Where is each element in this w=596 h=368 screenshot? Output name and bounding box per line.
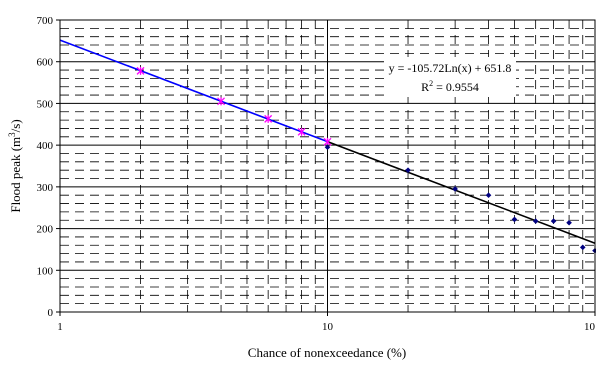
diamond-point bbox=[579, 244, 586, 251]
diamond-point bbox=[405, 167, 411, 173]
trendline-segment bbox=[327, 140, 596, 244]
diamond-point bbox=[532, 218, 539, 224]
diamond-point bbox=[550, 218, 557, 224]
y-tick-label: 200 bbox=[37, 224, 54, 236]
diamond-point bbox=[485, 192, 492, 198]
ticks: 0 100 200 300 400 500 600 700 1 10 10 bbox=[37, 15, 596, 333]
y-tick-label: 500 bbox=[37, 98, 54, 110]
star-point bbox=[217, 97, 226, 106]
equation-box bbox=[384, 57, 516, 97]
y-tick-label: 0 bbox=[48, 307, 54, 319]
trendline-segment bbox=[59, 39, 328, 143]
diamond-point bbox=[452, 186, 458, 192]
diamond-point bbox=[324, 144, 331, 151]
star-point bbox=[297, 127, 306, 136]
y-tick-label: 300 bbox=[37, 182, 54, 194]
diamond-point bbox=[511, 216, 518, 223]
x-tick-label: 1 bbox=[57, 321, 63, 333]
grid bbox=[60, 20, 595, 312]
diamond-point bbox=[566, 219, 572, 226]
x-tick-label: 10 bbox=[584, 321, 596, 333]
y-tick-label: 400 bbox=[37, 140, 54, 152]
y-axis-title: Flood peak (m3/s) bbox=[7, 119, 23, 212]
trendline bbox=[59, 39, 596, 244]
y-tick-label: 700 bbox=[37, 15, 54, 27]
x-tick-label: 10 bbox=[322, 321, 334, 333]
trendline-equation: y = -105.72Ln(x) + 651.8 bbox=[389, 61, 512, 75]
star-point bbox=[264, 114, 273, 123]
y-tick-label: 600 bbox=[37, 57, 54, 69]
star-point bbox=[136, 66, 145, 75]
x-axis-title: Chance of nonexceedance (%) bbox=[248, 345, 406, 360]
y-tick-label: 100 bbox=[37, 265, 54, 277]
r-squared: R2 = 0.9554 bbox=[421, 79, 479, 94]
